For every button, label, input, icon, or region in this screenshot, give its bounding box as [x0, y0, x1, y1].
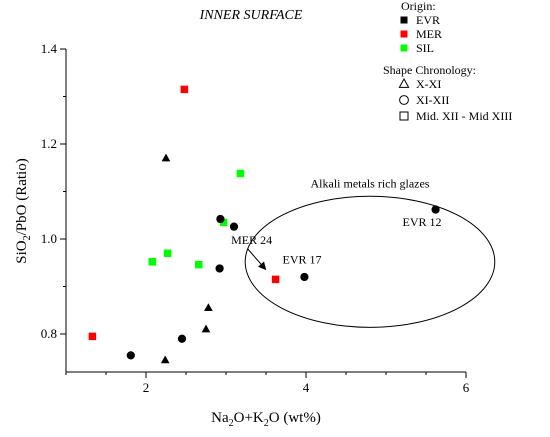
point-evr-triangle [201, 324, 211, 333]
data-points [88, 85, 440, 364]
y-tick-label: 1.4 [41, 41, 58, 56]
x-tick-label: 6 [463, 380, 470, 395]
point-annotation-label: EVR 17 [283, 253, 322, 267]
point-evr-triangle [204, 303, 213, 312]
legend-label-evr: EVR [416, 13, 440, 27]
point-evr-circle [431, 205, 440, 214]
x-tick-label: 4 [303, 380, 310, 395]
point-annotation-label: MER 24 [231, 233, 272, 247]
legend-label-sil: SIL [416, 41, 434, 55]
legend-shape-title: Shape Chronology: [383, 63, 476, 77]
legend-label-circle: XI-XII [416, 93, 449, 107]
point-evr-circle [229, 222, 239, 231]
y-tick-label: 1.0 [41, 231, 57, 246]
axes: 2 4 6 0.8 1.0 1.2 1.4 [41, 41, 470, 395]
point-sil-square [163, 249, 172, 257]
x-tick-label: 2 [143, 380, 150, 395]
point-mer-square [271, 275, 280, 284]
legend-swatch-sil [400, 44, 408, 52]
point-evr-circle [126, 351, 135, 360]
point-evr-circle [300, 272, 309, 282]
y-tick-label: 1.2 [41, 136, 57, 151]
point-sil-square [148, 258, 157, 266]
chart-title: INNER SURFACE [199, 8, 303, 23]
legend-origin-title: Origin: [401, 0, 436, 13]
legend-circle-icon [399, 95, 409, 105]
annotations: Alkali metals rich glazes EVR 12 EVR 17 MER… [231, 176, 496, 328]
mer24-arrow [247, 248, 267, 271]
y-axis-title: SiO2/PbO (Ratio) [14, 158, 33, 263]
point-evr-triangle [161, 153, 171, 162]
legend-swatch-mer [400, 30, 408, 38]
legend-label-triangle: X-XI [416, 77, 441, 91]
legend-triangle-icon [398, 78, 410, 88]
point-evr-circle [177, 334, 187, 343]
point-mer-square [180, 85, 189, 94]
legend-swatch-evr [400, 16, 408, 24]
x-axis-title: Na2O+K2O (wt%) [211, 410, 321, 429]
point-sil-square [236, 169, 245, 178]
legend-label-square: Mid. XII - Mid XIII [416, 109, 512, 123]
point-evr-circle [215, 264, 224, 273]
point-mer-square [88, 332, 97, 341]
y-tick-label: 0.8 [41, 326, 57, 341]
point-evr-circle [216, 214, 225, 224]
legend-label-mer: MER [416, 27, 442, 41]
alkali-group-ellipse [244, 195, 496, 328]
point-annotation-label: EVR 12 [403, 215, 442, 229]
legend-square-icon [399, 111, 409, 121]
point-evr-triangle [160, 355, 170, 364]
alkali-group-label: Alkali metals rich glazes [311, 176, 430, 190]
point-sil-square [195, 260, 203, 269]
point-sil-square [219, 218, 228, 227]
